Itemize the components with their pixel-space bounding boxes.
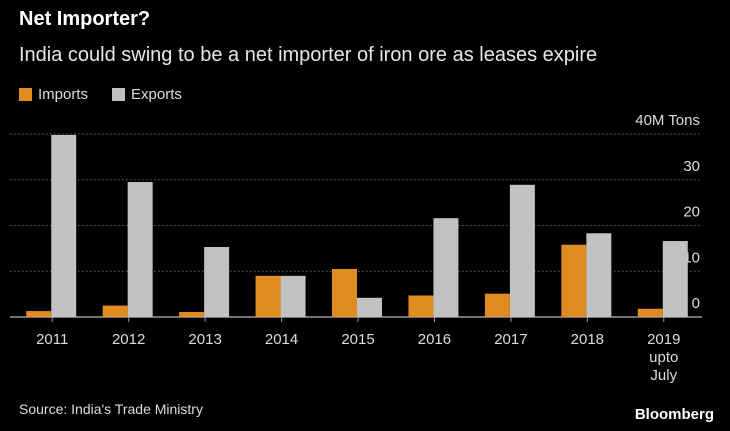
y-tick-label: 20 (683, 204, 700, 221)
bloomberg-logo: Bloomberg (634, 406, 714, 423)
imports-bar (484, 293, 510, 317)
legend-item-exports: Exports (112, 86, 182, 103)
exports-bar (509, 184, 535, 317)
exports-bar (586, 233, 612, 317)
chart-legend: Imports Exports (19, 86, 206, 103)
exports-bar (51, 134, 77, 317)
source-note: Source: India's Trade Ministry (19, 401, 203, 417)
x-tick-label: 2018 (571, 331, 604, 348)
exports-bar (433, 218, 459, 317)
legend-label-imports: Imports (38, 86, 89, 103)
exports-bar (127, 182, 153, 317)
legend-label-exports: Exports (131, 86, 182, 103)
imports-bar (408, 295, 434, 317)
x-tick-label: 2012 (112, 331, 145, 348)
imports-bar (561, 244, 587, 317)
imports-bar (255, 275, 281, 317)
imports-bar (26, 311, 52, 317)
legend-item-imports: Imports (19, 86, 88, 103)
x-tick-label: 2016 (418, 331, 451, 348)
x-tick-label: 2015 (341, 331, 374, 348)
chart-title: Net Importer? (19, 8, 151, 30)
x-tick-label: 2013 (188, 331, 221, 348)
exports-bar (280, 275, 306, 317)
exports-bar (357, 297, 382, 317)
imports-bar (179, 311, 205, 317)
y-tick-label: 40M Tons (635, 112, 700, 129)
x-tick-label: 2017 (494, 331, 527, 348)
x-tick-label: 2019 upto July (647, 331, 680, 384)
legend-swatch-imports (19, 88, 32, 101)
imports-bar (637, 308, 663, 317)
imports-bar (102, 305, 128, 317)
exports-bar (204, 247, 230, 317)
y-tick-label: 0 (692, 295, 700, 312)
x-tick-label: 2014 (265, 331, 298, 348)
y-tick-label: 30 (683, 158, 700, 175)
exports-bar (662, 241, 688, 317)
legend-swatch-exports (112, 88, 126, 101)
imports-bar (332, 268, 357, 317)
chart-subtitle: India could swing to be a net importer o… (19, 44, 598, 66)
x-tick-label: 2011 (36, 331, 68, 348)
